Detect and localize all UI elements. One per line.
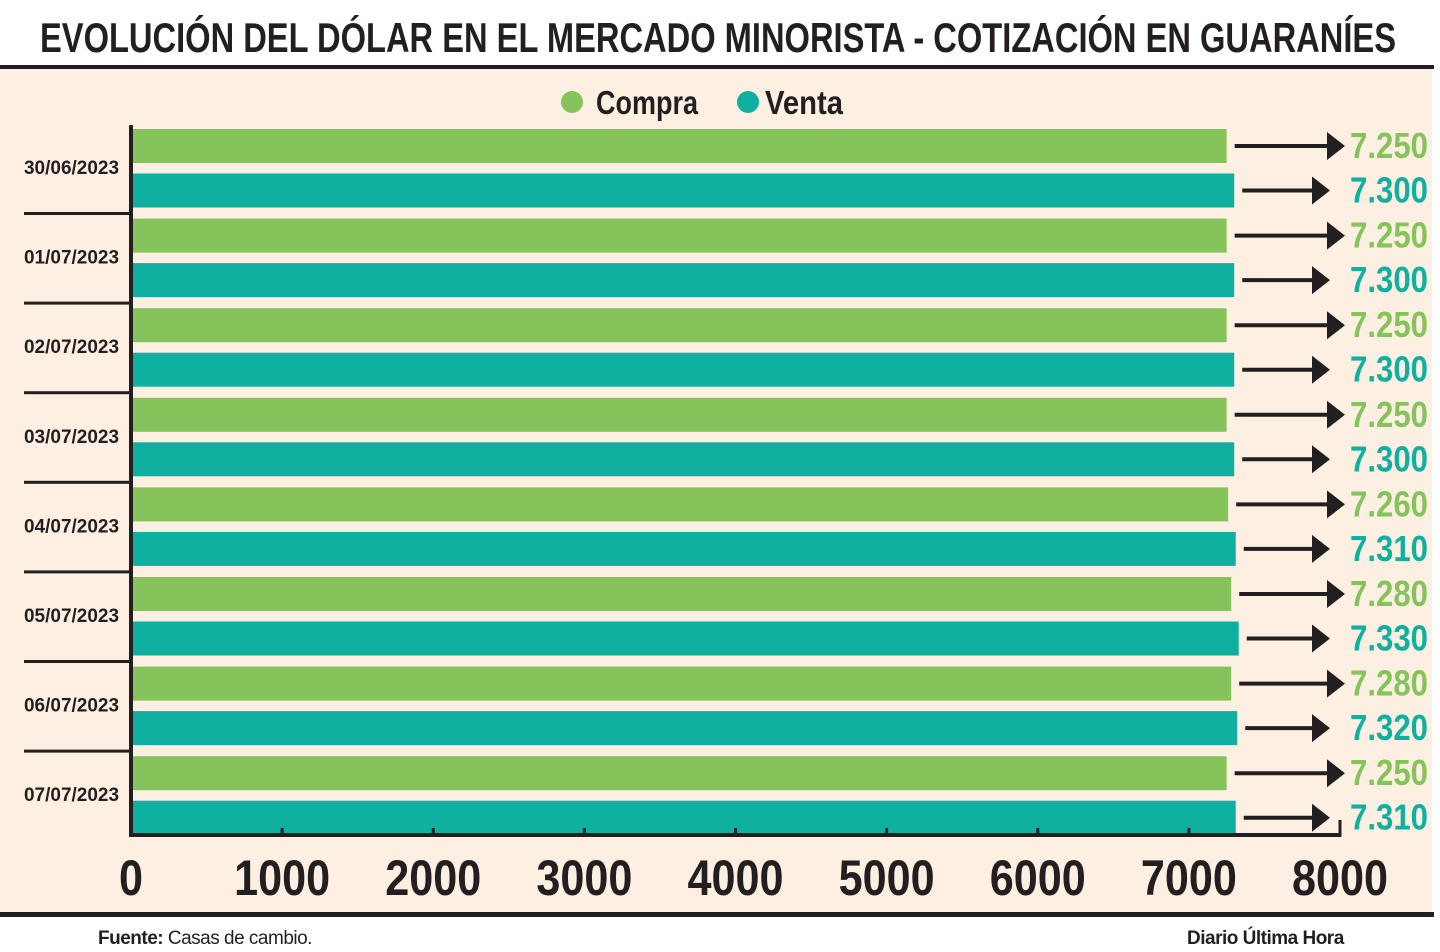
legend-label-compra: Compra <box>596 84 699 121</box>
data-label-compra: 7.280 <box>1350 573 1428 614</box>
x-tick <box>734 828 737 834</box>
bottom-rule <box>0 912 1434 917</box>
arrow-head-icon <box>1327 759 1345 788</box>
bar-compra <box>131 218 1227 253</box>
group-separator <box>24 660 132 663</box>
y-axis <box>129 125 133 837</box>
arrow-head-icon <box>1327 132 1345 160</box>
x-tick-label: 3000 <box>536 850 632 906</box>
x-tick-label: 8000 <box>1292 850 1388 906</box>
x-tick-label: 0 <box>119 850 143 906</box>
data-label-venta: 7.330 <box>1350 618 1428 659</box>
bar-compra <box>131 756 1227 791</box>
category-label: 02/07/2023 <box>24 337 119 358</box>
arrow-head-icon <box>1312 176 1330 205</box>
bar-venta <box>131 173 1235 208</box>
bar-compra <box>131 397 1227 432</box>
bar-compra <box>131 308 1227 343</box>
category-label: 06/07/2023 <box>24 696 119 717</box>
credit: Diario Última Hora <box>1187 928 1344 949</box>
x-tick <box>1036 828 1040 834</box>
data-label-venta: 7.300 <box>1350 438 1428 479</box>
x-tick-label: 4000 <box>688 850 784 906</box>
bar-venta <box>131 800 1236 835</box>
bar-venta <box>131 263 1235 298</box>
arrow-head-icon <box>1327 580 1345 608</box>
arrow-head-icon <box>1327 311 1345 340</box>
category-label: 30/06/2023 <box>24 158 119 179</box>
bar-venta <box>131 531 1236 566</box>
category-label: 03/07/2023 <box>24 427 119 448</box>
group-separator <box>24 391 132 395</box>
group-separator <box>24 749 132 753</box>
data-label-venta: 7.320 <box>1350 707 1428 748</box>
arrow-head-icon <box>1312 624 1330 653</box>
arrow-head-icon <box>1327 669 1345 698</box>
x-axis <box>129 833 1341 837</box>
x-tick-label: 1000 <box>234 850 330 906</box>
category-label: 05/07/2023 <box>24 606 119 627</box>
data-label-compra: 7.250 <box>1350 394 1428 435</box>
group-separator <box>24 570 132 574</box>
data-label-compra: 7.250 <box>1350 752 1428 793</box>
x-tick <box>1187 828 1191 834</box>
chart-title: EVOLUCIÓN DEL DÓLAR EN EL MERCADO MINORI… <box>40 13 1396 61</box>
group-separator <box>24 212 132 215</box>
bar-compra <box>131 487 1229 522</box>
data-label-venta: 7.310 <box>1350 797 1428 838</box>
arrow-head-icon <box>1312 266 1330 295</box>
x-tick <box>1338 820 1342 837</box>
group-separator <box>24 480 132 484</box>
bar-venta <box>131 711 1238 746</box>
x-tick-label: 2000 <box>385 850 481 906</box>
data-label-venta: 7.310 <box>1350 528 1428 569</box>
source-text: Casas de cambio. <box>163 928 313 949</box>
data-label-compra: 7.280 <box>1350 663 1428 704</box>
data-label-compra: 7.250 <box>1350 215 1428 256</box>
data-label-venta: 7.300 <box>1350 259 1428 300</box>
bar-compra <box>131 129 1227 163</box>
bar-venta <box>131 352 1235 387</box>
arrow-head-icon <box>1327 221 1345 250</box>
bar-compra <box>131 577 1232 611</box>
x-tick-label: 5000 <box>839 850 935 906</box>
bar-venta <box>131 442 1235 477</box>
arrow-head-icon <box>1312 714 1330 743</box>
x-tick-label: 6000 <box>990 850 1086 906</box>
category-label: 07/07/2023 <box>24 785 119 806</box>
x-tick <box>280 828 284 834</box>
x-tick-label: 7000 <box>1141 850 1237 906</box>
data-label-venta: 7.300 <box>1350 170 1428 211</box>
x-tick <box>582 828 586 834</box>
data-label-compra: 7.250 <box>1350 125 1428 166</box>
legend-marker-venta <box>737 91 759 113</box>
bar-compra <box>131 666 1232 701</box>
arrow-head-icon <box>1312 355 1330 384</box>
bar-venta <box>131 621 1239 656</box>
source-note: Fuente: Casas de cambio. <box>98 928 312 950</box>
title-rule <box>0 65 1434 69</box>
arrow-head-icon <box>1312 445 1330 474</box>
legend-label-venta: Venta <box>765 84 844 121</box>
legend-marker-compra <box>561 91 583 113</box>
arrow-head-icon <box>1312 803 1330 832</box>
data-label-compra: 7.260 <box>1350 483 1428 524</box>
data-label-venta: 7.300 <box>1350 349 1428 390</box>
data-label-compra: 7.250 <box>1350 304 1428 345</box>
x-tick <box>885 828 889 834</box>
arrow-head-icon <box>1327 490 1345 519</box>
source-label: Fuente: <box>98 928 164 949</box>
category-label: 01/07/2023 <box>24 248 119 269</box>
category-label: 04/07/2023 <box>24 516 119 537</box>
group-separator <box>24 301 132 305</box>
arrow-head-icon <box>1327 400 1345 429</box>
arrow-head-icon <box>1312 534 1330 563</box>
x-tick <box>431 828 435 834</box>
